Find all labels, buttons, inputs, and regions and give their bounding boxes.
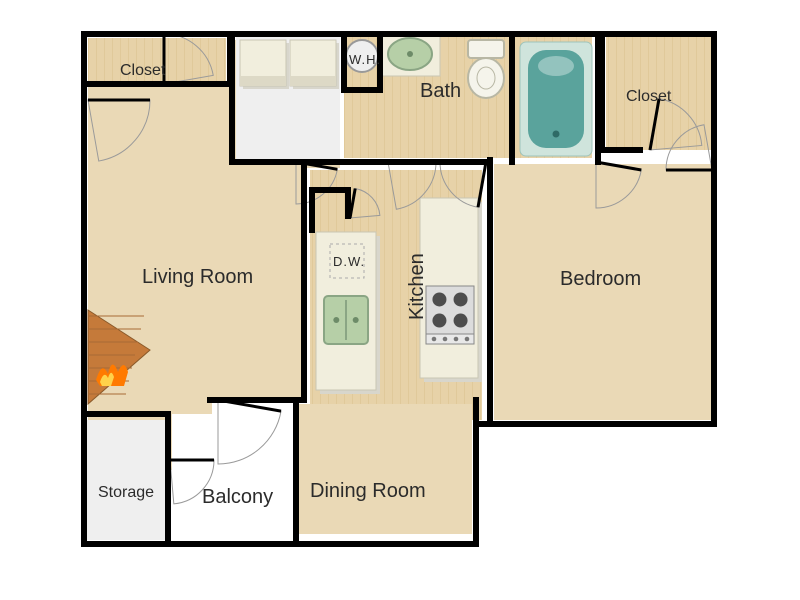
floorplan-stage: D.W. Living Room Closet W.H. Bath Closet Bedro…: [0, 0, 800, 600]
toilet-bowl: [468, 58, 504, 98]
label-bedroom: Bedroom: [560, 268, 641, 291]
label-closet2: Closet: [626, 88, 671, 106]
label-storage: Storage: [98, 484, 154, 502]
room-dining: [296, 404, 472, 534]
room-bedroom: [494, 164, 712, 420]
label-bath: Bath: [420, 80, 461, 103]
label-kitchen: Kitchen: [406, 253, 429, 320]
stove: [426, 286, 474, 334]
label-wh: W.H.: [349, 52, 381, 67]
room-balcony: [172, 414, 292, 538]
label-living: Living Room: [142, 266, 253, 289]
label-dining: Dining Room: [310, 480, 426, 503]
toilet-tank: [468, 40, 504, 58]
dishwasher-label: D.W.: [333, 254, 365, 269]
floorplan-svg: [0, 0, 800, 600]
room-storage: [84, 420, 166, 540]
label-balcony: Balcony: [202, 486, 273, 509]
label-closet1: Closet: [120, 62, 165, 80]
